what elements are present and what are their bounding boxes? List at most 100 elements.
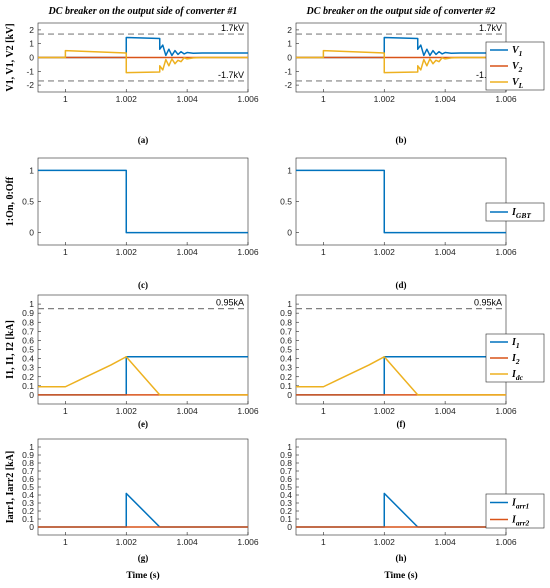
y-tick-label: 0.4 [280,490,292,500]
y-tick-label: 0.7 [280,466,292,476]
y-axis-label-row-1: V1, V1, V2 [kV] [5,23,16,91]
x-tick-label: 1.002 [116,406,138,416]
series-igbt-line [38,169,248,234]
y-tick-label: 0.3 [280,363,292,373]
x-tick-label: 1.002 [374,537,396,547]
legend-entry: VL [512,77,524,90]
subplot-label: (e) [138,419,148,429]
y-tick-label: 0.7 [22,326,34,336]
y-tick-label: 0 [287,390,292,400]
y-tick-label: 0.3 [280,498,292,508]
y-tick-label: 0.9 [22,450,34,460]
x-tick-label: 1.002 [374,247,396,257]
y-tick-label: 0.1 [22,381,34,391]
legend-box [485,202,545,222]
x-tick-label: 1.004 [434,537,456,547]
y-tick-label: 0 [29,522,34,532]
threshold-label: -1.7kV [218,70,244,80]
y-axis-label-row-2: 1:On, 0:Off [5,176,16,226]
y-tick-label: 0.8 [280,458,292,468]
x-tick-label: 1.002 [116,537,138,547]
y-tick-label: 0.4 [22,490,34,500]
column-title-1: DC breaker on the output side of convert… [48,6,238,17]
y-tick-label: 0 [29,53,34,63]
y-tick-label: 0.9 [22,308,34,318]
threshold-label: 1.7kV [221,23,244,33]
plot-a: 1 1.002 1.004 1.006 -2 -1 0 1 2 1.7kV -1.7kV (a) [26,22,259,145]
y-tick-label: 0 [287,228,292,238]
y-tick-label: 0.8 [22,458,34,468]
x-tick-label: 1.004 [434,247,456,257]
y-tick-label: 0 [287,522,292,532]
x-tick-label: 1 [321,247,326,257]
y-tick-label: 0.1 [22,514,34,524]
y-tick-label: 1 [287,299,292,309]
legend-entry: IGBT [511,207,531,220]
x-tick-label: 1.004 [176,247,198,257]
column-title-2: DC breaker on the output side of convert… [306,6,496,17]
legend-entry: Idc [511,369,524,382]
plot-e: 1 1.002 1.004 1.00600.10.20.30.40.50.60.70.… [22,294,259,429]
plot-h: 1 1.002 1.004 1.00600.10.20.30.40.50.60.70.… [280,438,517,563]
y-tick-label: 1 [29,39,34,49]
y-tick-label: -2 [26,80,34,90]
threshold-label: 0.95kA [474,298,502,308]
x-tick-label: 1.004 [176,537,198,547]
subplot-label: (a) [138,135,149,145]
y-tick-label: 0.5 [22,345,34,355]
legend-entry: I1 [511,337,520,350]
y-tick-label: 0.8 [22,317,34,327]
plot-frame [37,157,249,246]
y-tick-label: 0.5 [280,197,292,207]
y-tick-label: 0 [29,228,34,238]
x-axis-label: Time (s) [126,570,159,581]
x-tick-label: 1 [63,247,68,257]
y-tick-label: 0.6 [280,335,292,345]
y-tick-label: 0.6 [22,474,34,484]
x-tick-label: 1 [321,406,326,416]
threshold-label: 0.95kA [216,298,244,308]
y-tick-label: 0.4 [22,354,34,364]
y-tick-label: 0.3 [22,363,34,373]
x-tick-label: 1.006 [495,406,517,416]
legend-row-2: IGBT [485,202,545,222]
subplot-label: (h) [396,553,407,563]
x-tick-label: 1.006 [237,406,259,416]
y-tick-label: 0.5 [280,482,292,492]
x-tick-label: 1.002 [116,247,138,257]
x-tick-label: 1.004 [434,94,456,104]
y-tick-label: 0.5 [22,197,34,207]
legend-box [485,493,545,529]
plot-g: 1 1.002 1.004 1.00600.10.20.30.40.50.60.70.… [22,438,259,563]
y-tick-label: 0.1 [280,381,292,391]
x-tick-label: 1.006 [237,247,259,257]
x-tick-label: 1.006 [495,94,517,104]
y-tick-label: 1 [29,299,34,309]
y-axis-label-row-4: Iarr1, Iarr2 [kA] [5,451,16,523]
plot-frame [37,294,249,405]
y-tick-label: 0.4 [280,354,292,364]
plot-d: 1 1.002 1.004 1.006 0 0.5 1 (d) [280,157,517,290]
y-tick-label: 0.8 [280,317,292,327]
y-tick-label: 0.3 [22,498,34,508]
x-tick-label: 1 [321,94,326,104]
x-tick-label: 1.004 [434,406,456,416]
legend-row-1: V1 V2 VL [485,41,545,91]
y-tick-label: 0.7 [22,466,34,476]
plot-frame [295,157,507,246]
y-tick-label: 0.7 [280,326,292,336]
series-idc-line [296,356,506,396]
x-tick-label: 1.004 [176,406,198,416]
legend-entry: V2 [512,61,523,74]
y-tick-label: 1 [287,165,292,175]
series-idc-line [38,356,248,396]
y-axis-label-row-3: I1, I1, I2 [kA] [5,320,16,379]
y-tick-label: 0.9 [280,450,292,460]
plot-frame [295,294,507,405]
y-tick-label: 0.2 [280,372,292,382]
x-tick-label: 1.006 [495,537,517,547]
y-tick-label: 0.2 [280,506,292,516]
subplot-label: (f) [397,419,406,429]
